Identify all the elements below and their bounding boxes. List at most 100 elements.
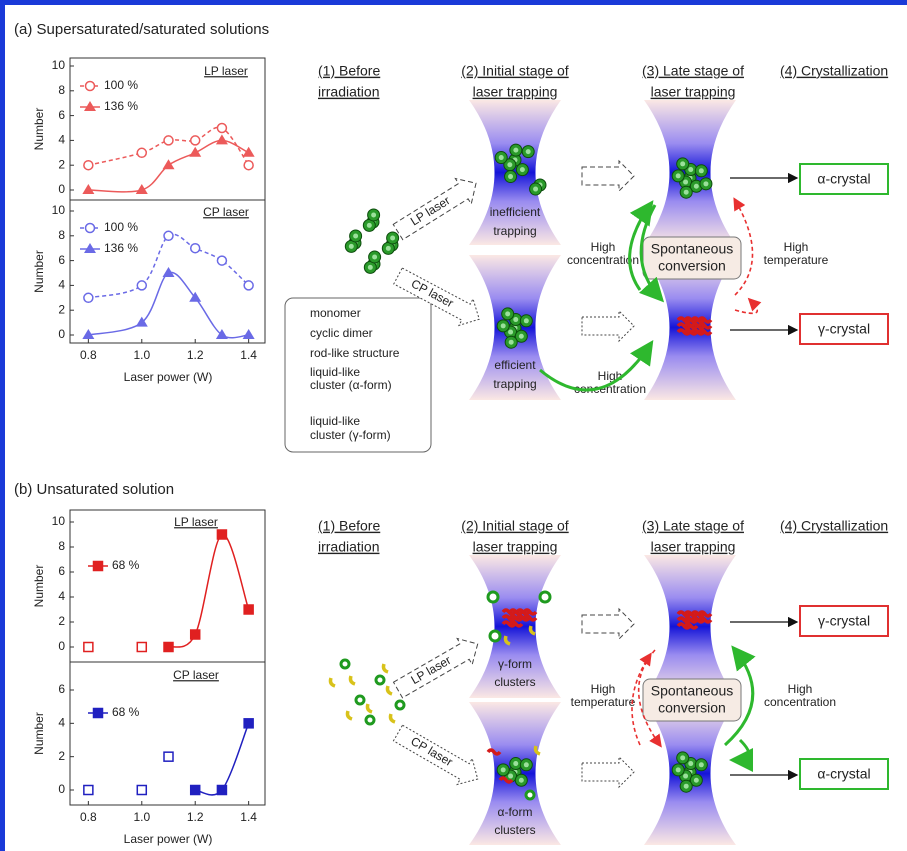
header: (1) Before (318, 63, 380, 79)
point (189, 147, 201, 157)
page: (a) Supersaturated/saturated solutions (… (0, 0, 907, 851)
cluster-part (508, 174, 513, 179)
cluster-part (499, 155, 504, 160)
point (164, 643, 173, 652)
point (217, 124, 226, 133)
cluster (382, 232, 398, 254)
point (244, 719, 253, 728)
y-tick-label: 2 (58, 302, 65, 316)
cluster-part (513, 317, 518, 322)
arrow-shape (582, 609, 634, 639)
cluster-part (519, 778, 524, 783)
fit-curve (88, 272, 248, 337)
block-arrow (582, 609, 634, 639)
cluster-part (349, 244, 354, 249)
point (191, 786, 200, 795)
trap-label: efficient (494, 358, 536, 372)
y-tick-label: 8 (58, 228, 65, 242)
point (244, 161, 253, 170)
point (244, 281, 253, 290)
header: irradiation (318, 539, 379, 555)
cyclic-dimer (490, 631, 500, 641)
cyclic-dimer (488, 592, 498, 602)
cluster-part (508, 774, 513, 779)
y-axis-label: Number (32, 712, 46, 755)
cluster-part (703, 181, 708, 186)
legend-label: cyclic dimer (310, 326, 373, 340)
fit-curve (195, 723, 248, 795)
cluster-part (526, 149, 531, 154)
block-arrow: CP laser (391, 720, 486, 792)
cyclic-dimer (396, 701, 404, 709)
chart-title: LP laser (204, 64, 248, 78)
point (164, 231, 173, 240)
cluster-part (508, 330, 513, 335)
y-tick-label: 2 (58, 614, 65, 628)
condition: temperature (764, 253, 829, 267)
header: irradiation (318, 84, 379, 100)
frame-left (0, 0, 5, 851)
point (164, 752, 173, 761)
y-tick-label: 0 (58, 182, 65, 196)
trap-label: inefficient (490, 205, 541, 219)
condition: High (598, 369, 623, 383)
monomer (388, 686, 393, 694)
cyclic-dimer (356, 696, 364, 704)
panel-title: (b) Unsaturated solution (14, 481, 174, 498)
point (243, 329, 255, 339)
header: (2) Initial stage of (461, 518, 568, 534)
point (84, 101, 96, 111)
legend-label: liquid-like (310, 365, 360, 379)
y-tick-label: 6 (58, 682, 65, 696)
point (191, 136, 200, 145)
point (243, 147, 255, 157)
point (217, 256, 226, 265)
cluster-part (520, 167, 525, 172)
chart-title: LP laser (174, 515, 218, 529)
point (164, 136, 173, 145)
cluster-part (524, 318, 529, 323)
point (137, 786, 146, 795)
y-tick-label: 2 (58, 749, 65, 763)
x-tick-label: 1.0 (133, 810, 150, 824)
cluster-part (683, 180, 688, 185)
conversion: conversion (658, 258, 726, 274)
block-arrow (582, 757, 634, 787)
frame-top (0, 0, 907, 5)
crystal: α-crystal (817, 171, 870, 187)
point (94, 562, 103, 571)
header: (4) Crystallization (780, 518, 888, 534)
block-arrow: LP laser (390, 171, 484, 245)
cluster-part (699, 168, 704, 173)
legend-label: liquid-like (310, 414, 360, 428)
cluster-part (353, 233, 358, 238)
legend-label: cluster (γ-form) (310, 428, 391, 442)
point (216, 134, 228, 144)
cluster-part (368, 265, 373, 270)
monomer (351, 676, 356, 684)
point (94, 709, 103, 718)
y-tick-label: 10 (52, 203, 66, 217)
legend-label: 68 % (112, 705, 140, 719)
header: laser trapping (651, 84, 736, 100)
point (84, 643, 93, 652)
point (191, 630, 200, 639)
y-tick-label: 8 (58, 83, 65, 97)
x-axis-label: Laser power (W) (124, 832, 213, 846)
legend-label: 68 % (112, 558, 140, 572)
cluster-part (501, 323, 506, 328)
cluster-part (688, 761, 693, 766)
cluster-part (501, 767, 506, 772)
point (217, 786, 226, 795)
chart-title: CP laser (173, 668, 219, 682)
trap-label: clusters (494, 823, 535, 837)
point (137, 643, 146, 652)
cluster (363, 209, 379, 231)
fit-curve (169, 534, 249, 647)
cyclic-dimer (376, 676, 384, 684)
point (82, 184, 94, 194)
point (86, 224, 95, 233)
cluster-part (680, 161, 685, 166)
crystal: γ-crystal (818, 321, 870, 337)
monomer (348, 711, 353, 719)
